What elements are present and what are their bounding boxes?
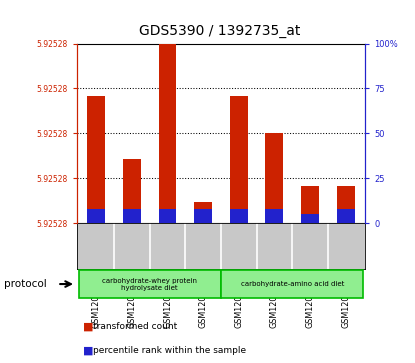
Bar bbox=[159, 44, 176, 223]
Text: percentile rank within the sample: percentile rank within the sample bbox=[93, 346, 247, 355]
Bar bbox=[266, 209, 283, 223]
Bar bbox=[194, 209, 212, 223]
Bar bbox=[337, 185, 354, 223]
FancyBboxPatch shape bbox=[78, 270, 221, 298]
Bar bbox=[301, 185, 319, 223]
Bar bbox=[337, 209, 354, 223]
Bar bbox=[230, 209, 248, 223]
FancyBboxPatch shape bbox=[221, 270, 364, 298]
Text: carbohydrate-amino acid diet: carbohydrate-amino acid diet bbox=[241, 281, 344, 287]
Text: transformed count: transformed count bbox=[93, 322, 178, 331]
Bar bbox=[88, 209, 105, 223]
Bar bbox=[301, 214, 319, 223]
Text: GDS5390 / 1392735_at: GDS5390 / 1392735_at bbox=[139, 24, 300, 38]
Bar bbox=[88, 96, 105, 223]
Text: carbohydrate-whey protein
hydrolysate diet: carbohydrate-whey protein hydrolysate di… bbox=[102, 278, 197, 290]
Bar bbox=[159, 209, 176, 223]
Bar bbox=[230, 96, 248, 223]
Text: ■: ■ bbox=[83, 322, 93, 332]
Bar bbox=[266, 133, 283, 223]
Text: protocol: protocol bbox=[4, 279, 47, 289]
Bar bbox=[123, 209, 141, 223]
Bar bbox=[194, 202, 212, 223]
Text: ■: ■ bbox=[83, 345, 93, 355]
Bar bbox=[123, 159, 141, 223]
